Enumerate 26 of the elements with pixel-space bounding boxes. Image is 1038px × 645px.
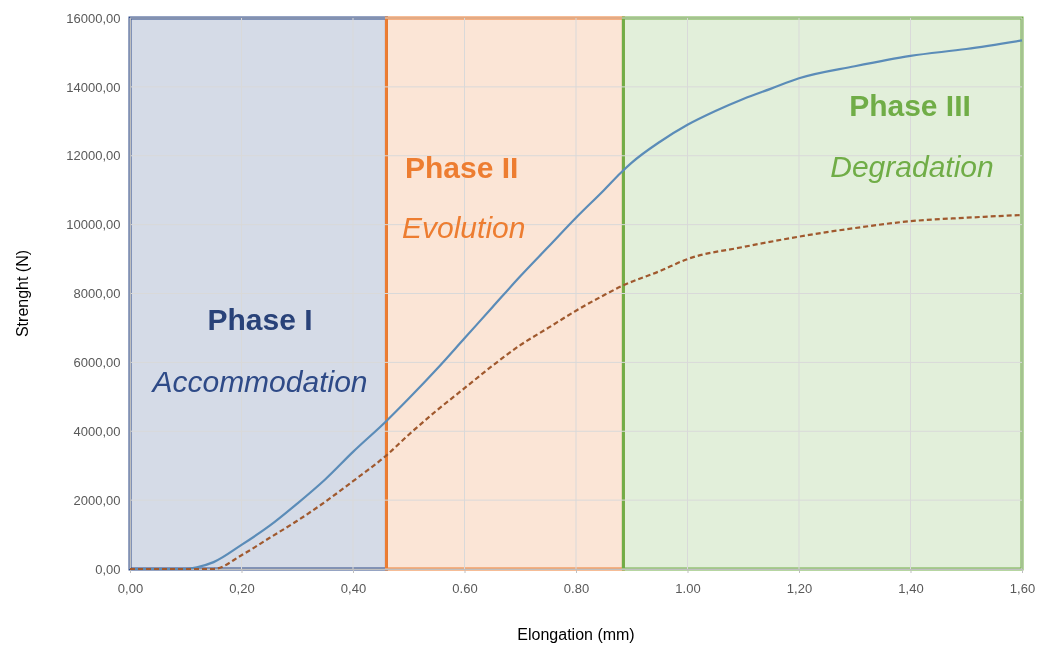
y-axis-title: Strenght (N): [14, 249, 31, 338]
annotation: Evolution: [402, 211, 526, 244]
x-tick-label: 1,40: [898, 580, 924, 596]
band-label: Phase III: [849, 89, 971, 122]
y-tick-label: 2000,00: [73, 492, 121, 508]
band-label: Phase I: [207, 303, 313, 336]
y-tick-label: 4000,00: [73, 423, 121, 439]
x-tick-label: 1,60: [1009, 580, 1036, 596]
y-tick-label: 6000,00: [73, 355, 121, 371]
x-axis-title: Elongation (mm): [517, 626, 635, 643]
band-label: Phase II: [405, 151, 519, 184]
x-tick-label: 1,20: [786, 580, 813, 596]
y-tick-label: 16000,00: [66, 10, 121, 26]
y-tick-label: 0,00: [95, 561, 121, 577]
y-tick-label: 8000,00: [73, 286, 121, 302]
x-tick-label: 0,20: [229, 580, 255, 596]
x-tick-label: 0.80: [563, 580, 590, 596]
x-tick-label: 1.00: [675, 580, 701, 596]
annotation: Degradation: [830, 150, 994, 183]
y-tick-label: 14000,00: [66, 79, 121, 95]
y-tick-label: 10000,00: [66, 217, 121, 233]
x-tick-label: 0.60: [452, 580, 478, 596]
annotation: Accommodation: [150, 365, 368, 398]
x-tick-label: 0,00: [117, 580, 144, 596]
x-tick-label: 0,40: [340, 580, 367, 596]
y-tick-label: 12000,00: [66, 148, 121, 164]
